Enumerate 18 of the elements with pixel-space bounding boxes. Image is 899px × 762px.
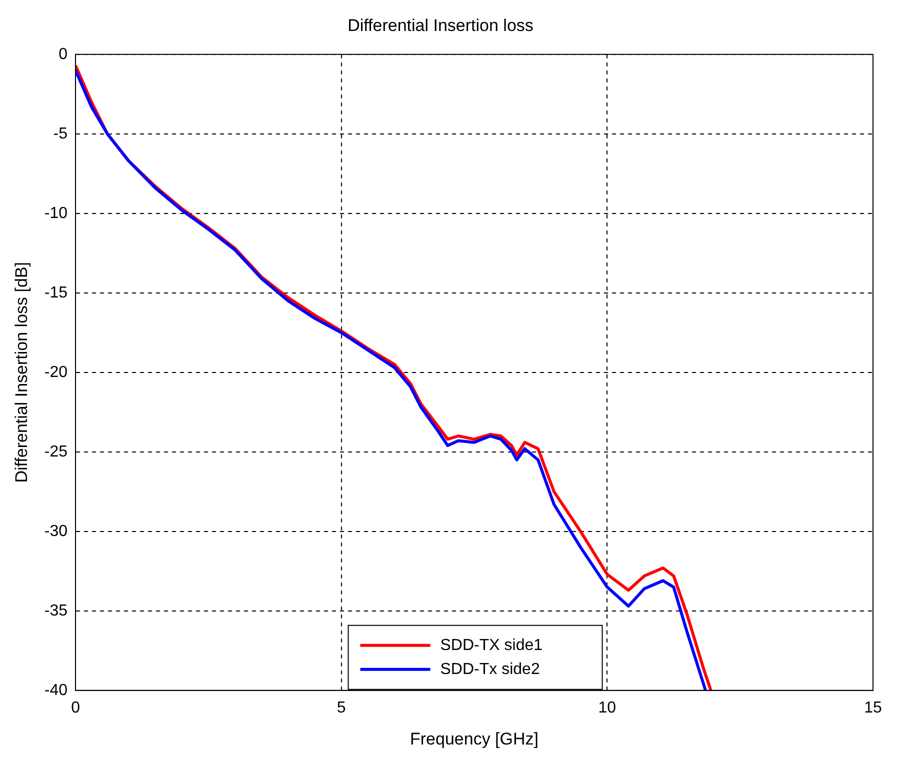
y-tick-label: -20 <box>44 364 68 381</box>
x-axis-title: Frequency [GHz] <box>410 729 539 748</box>
y-tick-label: -35 <box>44 602 68 620</box>
y-axis-title: Differential Insertion loss [dB] <box>12 262 31 483</box>
y-tick-label: -5 <box>53 125 68 142</box>
legend-label: SDD-Tx side2 <box>440 660 540 678</box>
legend-label: SDD-TX side1 <box>440 636 543 654</box>
chart-title: Differential Insertion loss <box>348 16 534 35</box>
y-tick-label: -25 <box>44 443 68 460</box>
y-tick-label: 0 <box>58 46 68 63</box>
y-tick-label: -30 <box>44 522 68 540</box>
y-tick-label: -10 <box>44 204 68 222</box>
y-tick-label: -40 <box>44 682 68 699</box>
y-tick-label: -15 <box>44 284 68 302</box>
x-tick-label: 15 <box>864 699 882 716</box>
x-tick-label: 0 <box>71 699 80 716</box>
x-tick-label: 5 <box>336 699 346 716</box>
x-tick-label: 10 <box>598 699 616 716</box>
